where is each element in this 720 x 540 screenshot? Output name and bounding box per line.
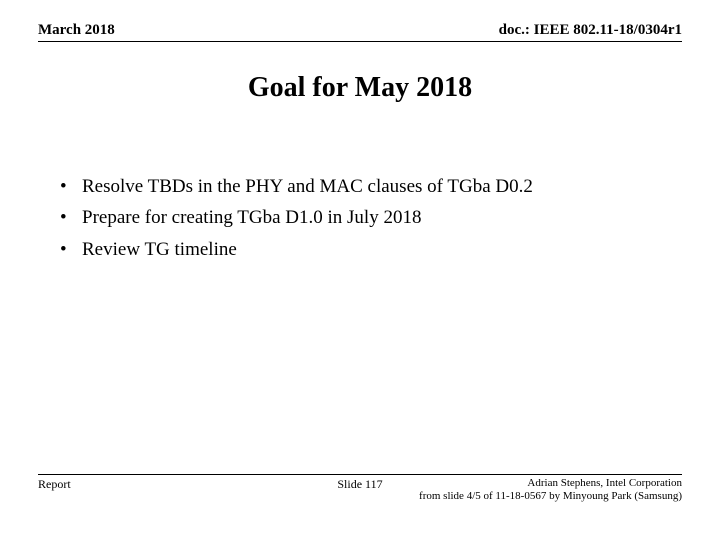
footer-source: from slide 4/5 of 11-18-0567 by Minyoung… — [419, 490, 682, 504]
header-date: March 2018 — [38, 22, 115, 39]
bullet-icon: • — [58, 235, 82, 264]
list-item: • Review TG timeline — [58, 235, 682, 264]
header-doc-number: doc.: IEEE 802.11-18/0304r1 — [499, 22, 682, 39]
footer-bar: Report Slide 117 Adrian Stephens, Intel … — [38, 474, 682, 505]
bullet-list: • Resolve TBDs in the PHY and MAC clause… — [58, 172, 682, 266]
list-item: • Prepare for creating TGba D1.0 in July… — [58, 203, 682, 232]
bullet-text: Prepare for creating TGba D1.0 in July 2… — [82, 203, 682, 232]
footer-row: Report Slide 117 Adrian Stephens, Intel … — [38, 477, 682, 505]
footer-slide-number: Slide 117 — [337, 477, 382, 492]
bullet-text: Review TG timeline — [82, 235, 682, 264]
slide-title: Goal for May 2018 — [0, 72, 720, 104]
bullet-text: Resolve TBDs in the PHY and MAC clauses … — [82, 172, 682, 201]
header-bar: March 2018 doc.: IEEE 802.11-18/0304r1 — [38, 22, 682, 42]
bullet-icon: • — [58, 172, 82, 201]
list-item: • Resolve TBDs in the PHY and MAC clause… — [58, 172, 682, 201]
footer-attribution: Adrian Stephens, Intel Corporation from … — [419, 477, 682, 505]
bullet-icon: • — [58, 203, 82, 232]
footer-author: Adrian Stephens, Intel Corporation — [419, 477, 682, 491]
footer-left: Report — [38, 477, 71, 492]
